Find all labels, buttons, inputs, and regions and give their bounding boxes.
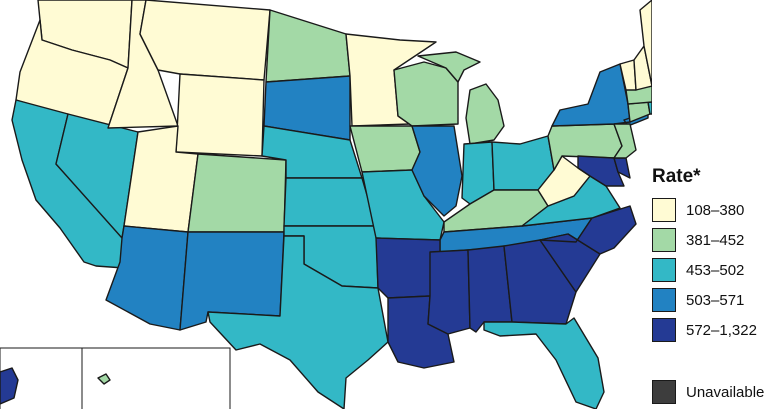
legend-label: 381–452 <box>686 231 745 249</box>
legend: Rate* 108–380 381–452 453–502 503–571 57… <box>652 166 779 348</box>
legend-unavailable: Unavailable <box>652 380 764 404</box>
us-map <box>0 0 652 409</box>
state-AK[interactable] <box>0 367 19 405</box>
state-CO[interactable] <box>187 153 287 233</box>
state-MT[interactable] <box>139 0 271 81</box>
state-IA[interactable] <box>349 125 421 173</box>
legend-item: 381–452 <box>652 228 779 252</box>
state-GA[interactable] <box>503 239 577 325</box>
state-WY[interactable] <box>175 73 265 157</box>
legend-swatch <box>652 318 676 342</box>
state-NJ[interactable] <box>613 123 637 159</box>
state-WI[interactable] <box>393 61 459 127</box>
legend-title: Rate* <box>652 166 701 187</box>
state-FL[interactable] <box>483 317 605 409</box>
state-ND[interactable] <box>265 9 351 83</box>
legend-label: 572–1,322 <box>686 321 757 339</box>
state-ME[interactable] <box>639 0 652 87</box>
legend-item: 453–502 <box>652 258 779 282</box>
legend-swatch <box>652 228 676 252</box>
state-HI[interactable] <box>97 373 111 385</box>
state-MS[interactable] <box>427 249 471 335</box>
state-TX[interactable] <box>207 235 389 409</box>
legend-item: 572–1,322 <box>652 318 779 342</box>
state-IL[interactable] <box>411 125 463 217</box>
legend-swatch <box>652 258 676 282</box>
legend-swatch <box>652 288 676 312</box>
state-KS[interactable] <box>283 177 377 227</box>
inset-box <box>0 347 231 409</box>
legend-swatch <box>652 198 676 222</box>
legend-unavailable-label: Unavailable <box>686 383 765 401</box>
legend-swatch-unavailable <box>652 380 676 404</box>
legend-label: 503–571 <box>686 291 745 309</box>
legend-item: 503–571 <box>652 288 779 312</box>
legend-label: 108–380 <box>686 201 745 219</box>
legend-item: 108–380 <box>652 198 779 222</box>
state-NH[interactable] <box>633 45 652 91</box>
state-MI[interactable] <box>417 51 505 145</box>
legend-label: 453–502 <box>686 261 745 279</box>
